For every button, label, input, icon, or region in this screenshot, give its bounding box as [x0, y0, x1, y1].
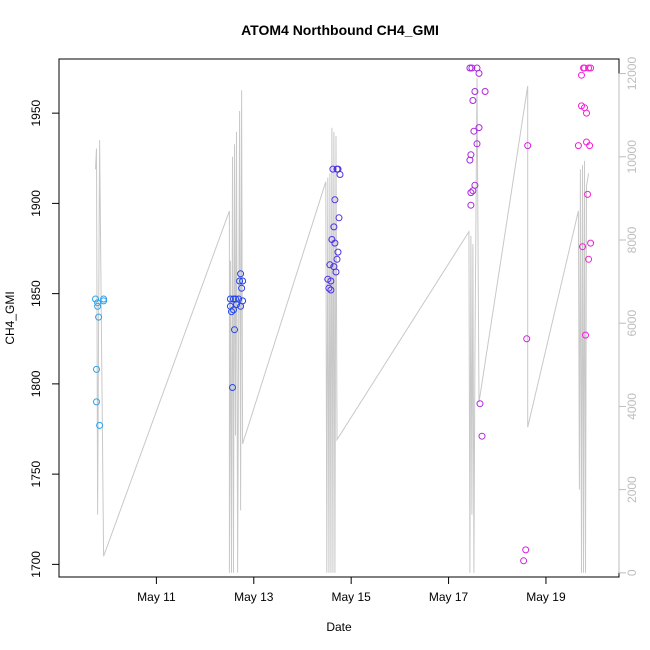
y2-tick-label: 8000: [625, 226, 639, 253]
y-tick-label: 1850: [29, 280, 43, 307]
y2-tick-label: 0: [625, 569, 639, 576]
data-point: [479, 433, 485, 439]
x-tick-label: May 11: [137, 590, 176, 604]
data-point: [336, 215, 342, 221]
x-tick-label: May 19: [526, 590, 566, 604]
y-axis-label: CH4_GMI: [3, 291, 17, 344]
aux-line-layer: [96, 78, 589, 573]
data-point: [334, 256, 340, 262]
y2-tick-label: 6000: [625, 310, 639, 337]
y-tick-label: 1700: [29, 551, 43, 578]
data-point: [579, 72, 585, 78]
data-point: [477, 401, 483, 407]
data-point: [332, 197, 338, 203]
data-point: [468, 202, 474, 208]
plot-frame: [59, 59, 619, 577]
y2-tick-label: 12000: [625, 57, 639, 91]
y2-tick-label: 10000: [625, 140, 639, 174]
data-point: [524, 336, 530, 342]
y-tick-label: 1800: [29, 370, 43, 397]
data-point: [472, 182, 478, 188]
x-tick-label: May 17: [429, 590, 469, 604]
x-tick-label: May 15: [331, 590, 371, 604]
x-tick-label: May 13: [234, 590, 274, 604]
data-point: [588, 240, 594, 246]
data-point: [575, 143, 581, 149]
data-point: [584, 110, 590, 116]
data-point: [470, 98, 476, 104]
data-point: [337, 172, 343, 178]
y-tick-label: 1750: [29, 460, 43, 487]
aux-series-line: [96, 78, 589, 573]
y2-axis: 0 2000 4000 6000 8000 10000 12000: [619, 57, 639, 577]
data-point: [521, 558, 527, 564]
x-axis-label: Date: [326, 620, 352, 634]
y2-tick-label: 2000: [625, 476, 639, 503]
data-point: [523, 547, 529, 553]
y2-tick-label: 4000: [625, 393, 639, 420]
y-axis: 1700 1750 1800 1850 1900 1950: [29, 99, 59, 577]
chart-title: ATOM4 Northbound CH4_GMI: [241, 22, 439, 38]
data-point: [476, 70, 482, 76]
data-point: [585, 191, 591, 197]
y-tick-label: 1900: [29, 190, 43, 217]
data-point: [482, 89, 488, 95]
x-axis: May 11 May 13 May 15 May 17 May 19: [137, 577, 566, 604]
data-point: [95, 303, 101, 309]
y-tick-label: 1950: [29, 99, 43, 126]
points-layer: [93, 65, 594, 564]
